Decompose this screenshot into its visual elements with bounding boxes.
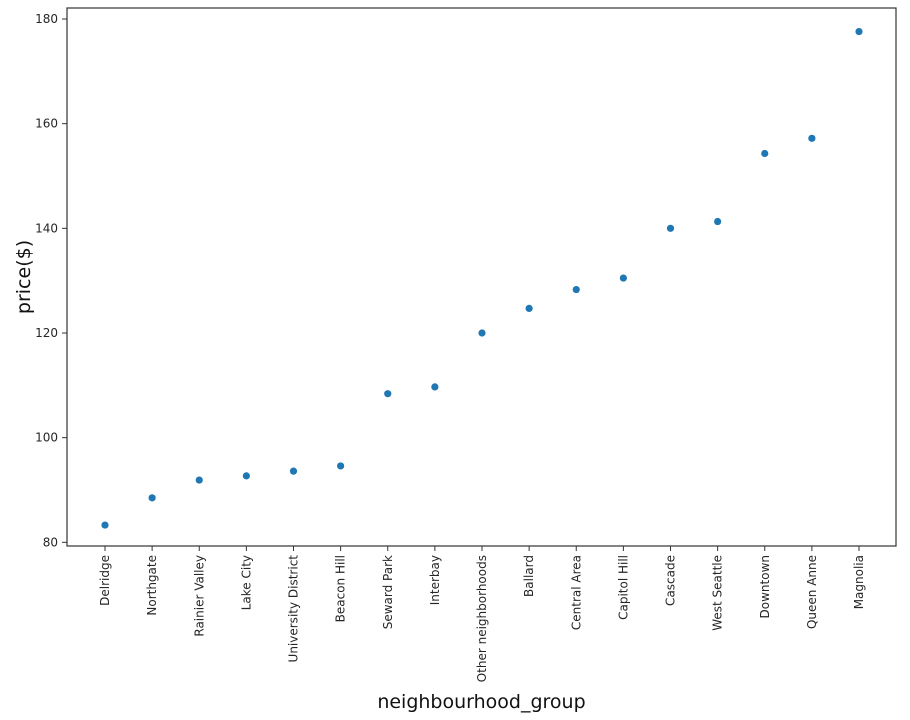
y-axis-title: price($): [13, 240, 35, 314]
y-tick-label: 140: [35, 221, 58, 235]
x-tick-label: Central Area: [569, 555, 583, 630]
plot-frame: [66, 7, 897, 547]
data-point: [101, 521, 109, 529]
x-tick-label: University District: [287, 555, 301, 663]
x-axis-title: neighbourhood_group: [377, 691, 585, 713]
x-tick-label: Capitol Hill: [616, 555, 630, 620]
data-point: [855, 27, 863, 36]
data-point: [619, 274, 627, 282]
x-tick-label: Ballard: [522, 555, 536, 597]
data-point: [666, 224, 675, 232]
y-tick-label: 100: [35, 431, 58, 445]
data-point: [384, 390, 392, 398]
x-tick-label: Cascade: [664, 555, 678, 606]
y-tick-label: 120: [35, 326, 58, 340]
x-tick-label: Interbay: [428, 555, 442, 605]
data-point: [572, 285, 580, 294]
data-point: [337, 462, 345, 470]
data-point: [808, 134, 816, 142]
data-point: [525, 304, 533, 313]
x-tick-label: Other neighborhoods: [475, 555, 489, 682]
x-tick-label: Downtown: [758, 555, 772, 618]
x-tick-label: West Seattle: [711, 555, 725, 631]
x-tick-label: Delridge: [98, 555, 112, 606]
data-point: [242, 472, 250, 480]
data-points: [101, 27, 863, 529]
y-tick-label: 160: [35, 117, 58, 131]
y-axis: 80 100 120 140 160 180: [35, 12, 67, 549]
data-point: [195, 476, 203, 484]
y-tick-label: 180: [35, 12, 58, 26]
data-point: [478, 329, 486, 337]
y-tick-label: 80: [43, 535, 58, 549]
x-tick-label: Beacon Hill: [334, 555, 348, 622]
x-tick-label: Lake City: [239, 555, 253, 610]
x-tick-label: Seward Park: [381, 555, 395, 629]
data-point: [714, 217, 722, 226]
data-point: [289, 467, 298, 475]
x-tick-label: Magnolia: [852, 555, 866, 609]
data-point: [148, 494, 156, 502]
x-tick-label: Queen Anne: [805, 555, 819, 629]
x-tick-label: Rainier Valley: [192, 555, 206, 637]
x-axis: Delridge Northgate Rainier Valley Lake City…: [98, 546, 866, 682]
x-tick-label: Northgate: [145, 555, 159, 616]
data-point: [761, 149, 769, 158]
data-point: [431, 383, 439, 391]
